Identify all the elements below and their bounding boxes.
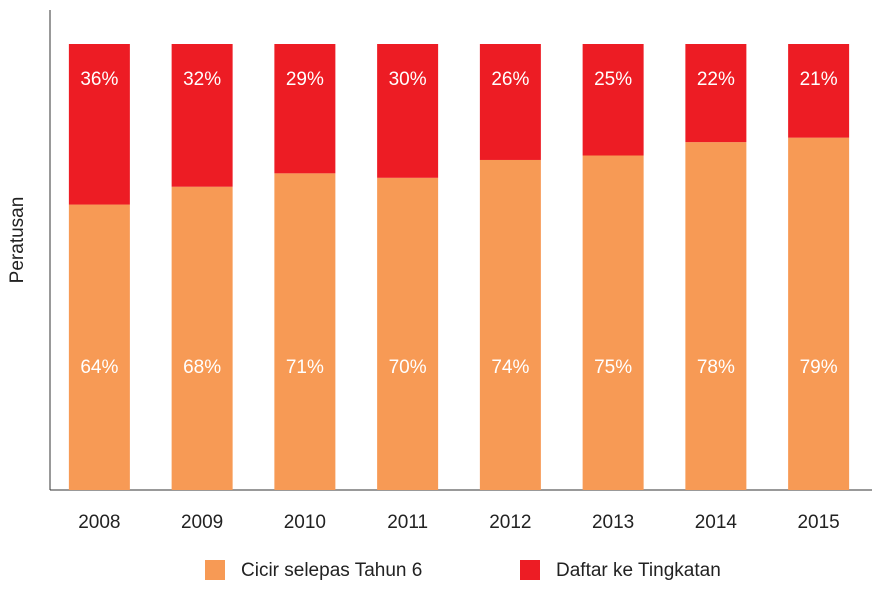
bar-segment [171,44,233,187]
bar-segment [68,44,130,205]
x-tick-label: 2014 [695,512,738,533]
value-label: 68% [183,357,221,378]
bar-segment [788,137,850,490]
bar-segment [685,142,747,490]
value-label: 78% [697,357,735,378]
legend-swatch [520,560,540,580]
value-label: 79% [800,357,838,378]
value-label: 29% [286,69,324,90]
x-tick-label: 2013 [592,512,634,533]
bar-segment [685,44,747,143]
x-tick-label: 2008 [78,512,120,533]
bar-segment [377,177,439,491]
value-label: 21% [800,69,838,90]
bar-segment [479,44,541,160]
value-label: 75% [594,357,632,378]
value-label: 36% [80,69,118,90]
y-axis-label: Peratusan [7,197,28,284]
value-label: 25% [594,69,632,90]
bar-segment [582,44,644,156]
legend-label: Daftar ke Tingkatan [556,560,721,581]
bar-segment [788,44,850,138]
x-tick-label: 2015 [797,512,839,533]
bar-segment [274,44,336,174]
value-label: 26% [491,69,529,90]
value-label: 32% [183,69,221,90]
legend-swatch [205,560,225,580]
value-label: 74% [491,357,529,378]
value-label: 70% [389,357,427,378]
value-label: 30% [389,69,427,90]
bar-segment [582,155,644,490]
x-tick-label: 2011 [387,512,428,533]
bar-segment [479,159,541,490]
x-tick-label: 2009 [181,512,223,533]
bar-segment [377,44,439,178]
bar-segment [68,204,130,490]
value-label: 64% [80,357,118,378]
bar-segment [274,173,336,490]
x-tick-label: 2010 [284,512,326,533]
bar-segment [171,186,233,490]
x-tick-label: 2012 [489,512,531,533]
value-label: 71% [286,357,324,378]
value-label: 22% [697,69,735,90]
legend-label: Cicir selepas Tahun 6 [241,560,422,581]
